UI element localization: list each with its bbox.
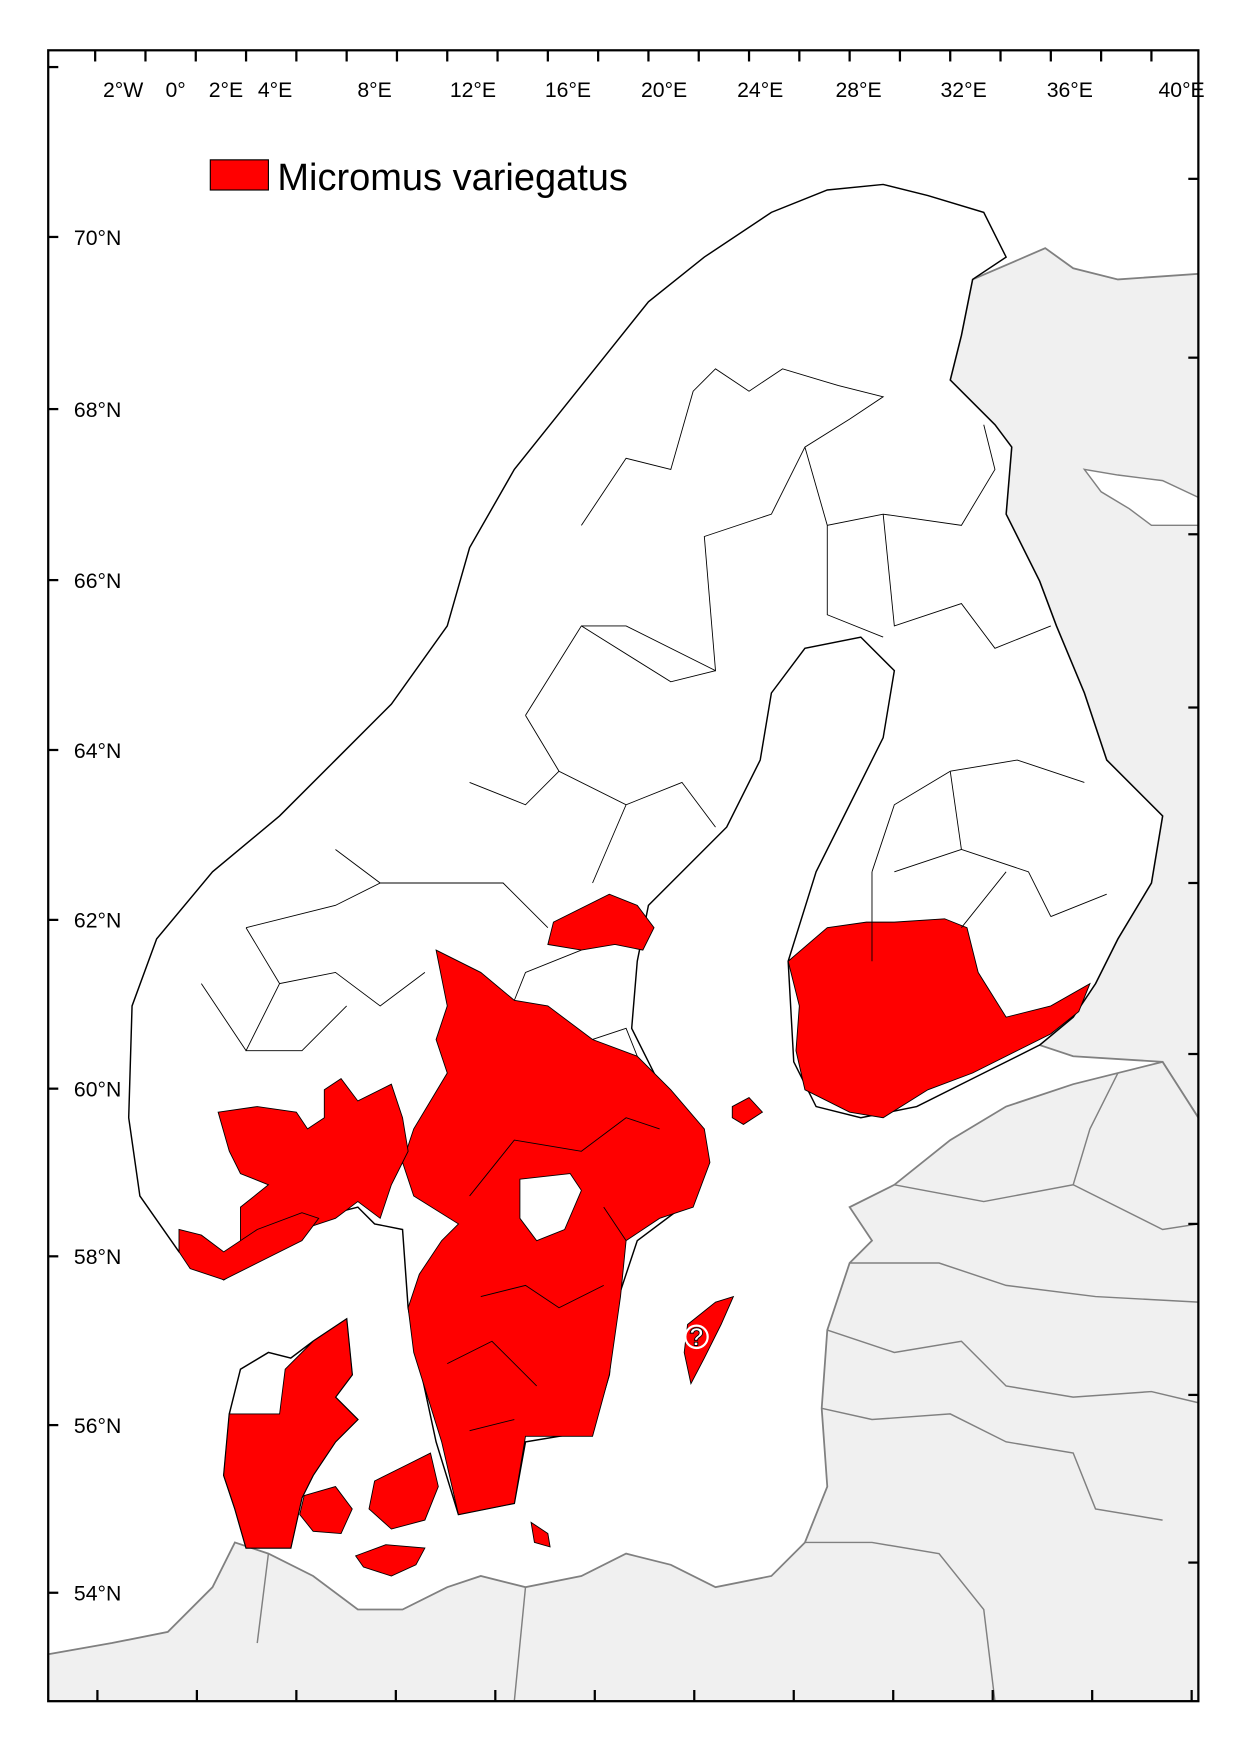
lat-label: 70°N [74, 227, 121, 250]
region-unrecorded-hole [519, 1173, 582, 1242]
baltic-states-poland-germany [47, 1060, 1200, 1703]
longitude-labels: 2°W 0° 2°E 4°E 8°E 12°E 16°E 20°E 24°E 2… [103, 79, 1205, 102]
lon-label: 40°E [1158, 79, 1204, 102]
map-frame [47, 49, 1200, 1703]
region-jutland [223, 1318, 359, 1549]
lat-label: 58°N [74, 1246, 121, 1269]
latitude-labels: 70°N 68°N 66°N 64°N 62°N 60°N 58°N 56°N … [74, 227, 121, 1606]
lat-label: 64°N [74, 740, 121, 763]
uncertain-marker-text: ? [689, 1325, 704, 1352]
lon-label: 28°E [835, 79, 881, 102]
lon-label: 20°E [641, 79, 687, 102]
county-borders [200, 368, 1107, 1432]
lon-label: 2°W [103, 79, 143, 102]
legend: Micromus variegatus [209, 157, 628, 199]
lat-label: 56°N [74, 1415, 121, 1438]
lon-label: 0° [165, 79, 185, 102]
region-bornholm [530, 1521, 551, 1548]
region-southern-finland [787, 918, 1091, 1119]
lat-label: 60°N [74, 1078, 121, 1101]
lat-label: 62°N [74, 910, 121, 933]
region-zealand [368, 1452, 439, 1530]
region-funen [299, 1486, 353, 1534]
lat-label: 54°N [74, 1583, 121, 1606]
region-southern-norway [178, 1212, 320, 1281]
lon-label: 12°E [450, 79, 496, 102]
region-gotland [683, 1295, 735, 1386]
lon-label: 16°E [545, 79, 591, 102]
lon-label: 24°E [737, 79, 783, 102]
region-central-sweden [547, 893, 655, 951]
lat-label: 66°N [74, 570, 121, 593]
white-sea [1082, 468, 1200, 527]
lon-label: 32°E [941, 79, 987, 102]
lon-label: 2°E [209, 79, 243, 102]
lat-label: 68°N [74, 399, 121, 422]
country-borders [256, 1072, 1199, 1702]
region-aland [731, 1097, 764, 1125]
region-lolland-falster [354, 1544, 426, 1577]
presence-regions [178, 893, 1091, 1577]
lon-label: 8°E [357, 79, 391, 102]
uncertain-record-marker: ? [684, 1324, 709, 1352]
legend-label: Micromus variegatus [277, 157, 628, 199]
lon-label: 4°E [258, 79, 292, 102]
legend-swatch [209, 159, 269, 191]
frame-ticks [48, 50, 1199, 1702]
lon-label: 36°E [1047, 79, 1093, 102]
region-southeast-norway [217, 1077, 409, 1253]
